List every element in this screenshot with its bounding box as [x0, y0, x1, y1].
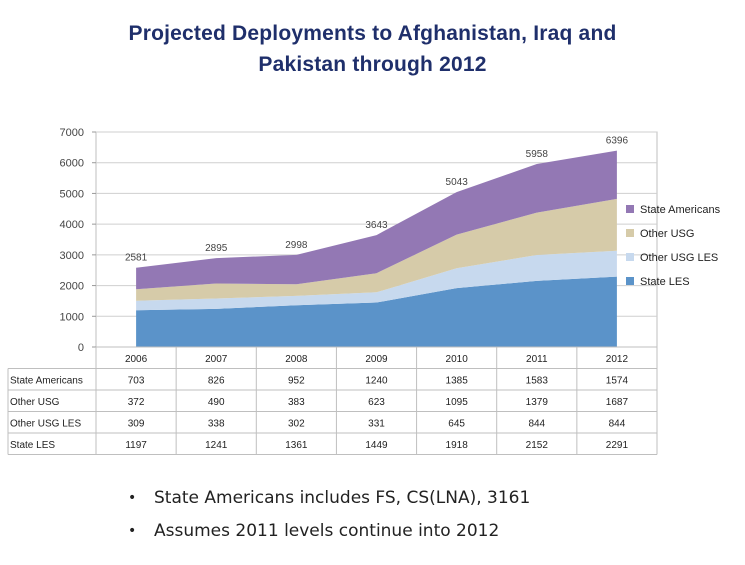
area-series-other-usg [136, 198, 617, 301]
total-label: 2581 [125, 253, 148, 264]
chart-title: Projected Deployments to Afghanistan, Ir… [0, 18, 745, 80]
table-cell-value: 703 [128, 376, 145, 387]
table-cell-value: 623 [368, 397, 385, 408]
y-tick-label: 2000 [60, 281, 84, 293]
legend-swatch [626, 229, 634, 237]
x-category-label: 2011 [526, 354, 548, 365]
table-row-label: State LES [10, 440, 55, 451]
table-cell-value: 309 [128, 419, 145, 430]
total-label: 5043 [446, 177, 469, 188]
table-cell-value: 1918 [446, 440, 469, 451]
total-label: 2895 [205, 243, 228, 254]
y-tick-label: 6000 [60, 158, 84, 170]
bullet-item: • State Americans includes FS, CS(LNA), … [128, 487, 530, 520]
table-cell-value: 383 [288, 397, 305, 408]
area-series-state-americans [136, 150, 617, 290]
table-cell-value: 490 [208, 397, 225, 408]
y-tick-label: 3000 [60, 250, 84, 262]
table-cell-value: 1687 [606, 397, 629, 408]
stacked-area-chart: 0 1000 2000 3000 4000 5000 6000 7000 2581 2895 299… [7, 127, 721, 455]
total-label: 3643 [365, 220, 388, 231]
table-cell-value: 952 [288, 376, 305, 387]
table-cell-value: 844 [528, 419, 545, 430]
table-cell-value: 1379 [526, 397, 549, 408]
table-cell-value: 1583 [526, 376, 549, 387]
total-label: 6396 [606, 136, 629, 147]
table-cell-value: 645 [448, 419, 465, 430]
x-category-label: 2012 [606, 354, 629, 365]
y-tick-label: 4000 [60, 219, 84, 231]
table-cell-value: 2291 [606, 440, 629, 451]
table-cell-value: 1240 [365, 376, 388, 387]
table-cell-value: 331 [368, 419, 385, 430]
table-cell-value: 826 [208, 376, 225, 387]
table-cell-value: 302 [288, 419, 305, 430]
table-cell-value: 1197 [125, 440, 147, 451]
table-cell-value: 1449 [365, 440, 388, 451]
area-series-other-usg-les [136, 250, 617, 311]
x-category-label: 2008 [285, 354, 308, 365]
y-tick-label: 0 [78, 342, 84, 354]
legend-label: State Americans [640, 204, 721, 216]
y-tick-label: 7000 [60, 127, 84, 139]
table-cell-value: 844 [609, 419, 626, 430]
legend-label: Other USG [640, 228, 694, 240]
table-row-label: Other USG [10, 397, 60, 408]
total-label: 5958 [526, 149, 549, 160]
y-tick-label: 1000 [60, 311, 84, 323]
table-row-label: Other USG LES [10, 419, 81, 430]
table-cell-value: 1385 [446, 376, 469, 387]
x-category-label: 2007 [205, 354, 228, 365]
chart-title-line-1: Projected Deployments to Afghanistan, Ir… [128, 22, 617, 45]
bullet-text: Assumes 2011 levels continue into 2012 [154, 521, 500, 541]
legend-swatch [626, 277, 634, 285]
bullet-text: State Americans includes FS, CS(LNA), 31… [154, 488, 531, 508]
legend-label: Other USG LES [640, 252, 718, 264]
legend-swatch [626, 253, 634, 261]
table-cell-value: 1361 [285, 440, 308, 451]
table-cell-value: 1241 [205, 440, 228, 451]
x-category-label: 2010 [446, 354, 469, 365]
table-cell-value: 1574 [606, 376, 629, 387]
x-category-label: 2006 [125, 354, 148, 365]
total-label: 2998 [285, 240, 308, 251]
table-cell-value: 2152 [526, 440, 549, 451]
y-tick-label: 5000 [60, 188, 84, 200]
bullet-dot-icon: • [128, 490, 137, 506]
legend-label: State LES [640, 276, 690, 288]
x-category-label: 2009 [365, 354, 388, 365]
table-cell-value: 372 [128, 397, 145, 408]
area-series-state-les [136, 276, 617, 347]
bullet-dot-icon: • [128, 523, 137, 539]
footnote-bullets: • State Americans includes FS, CS(LNA), … [128, 487, 530, 553]
chart-title-line-2: Pakistan through 2012 [258, 53, 487, 76]
table-row-label: State Americans [10, 376, 83, 387]
bullet-item: • Assumes 2011 levels continue into 2012 [128, 520, 530, 553]
table-cell-value: 338 [208, 419, 225, 430]
legend-swatch [626, 205, 634, 213]
table-cell-value: 1095 [446, 397, 469, 408]
